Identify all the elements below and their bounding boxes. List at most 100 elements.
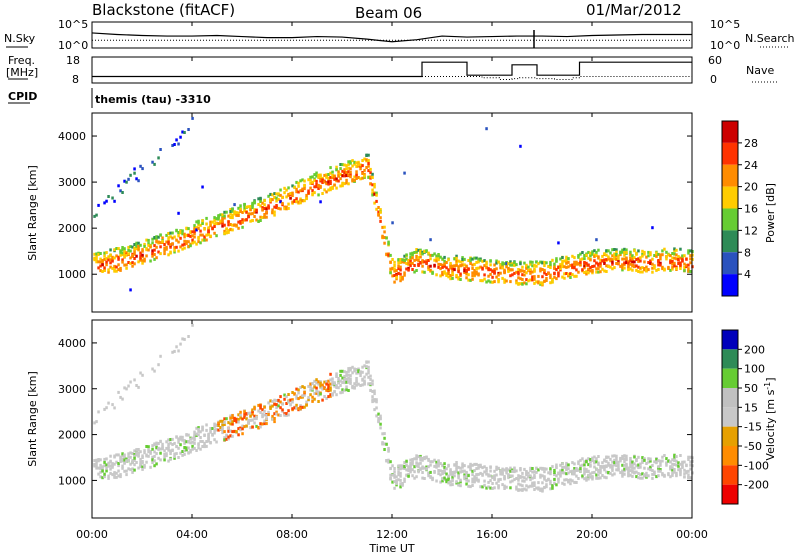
scatter-cell (185, 242, 188, 245)
scatter-cell (203, 441, 206, 445)
colorbar-swatch (722, 407, 738, 427)
scatter-cell (619, 459, 622, 463)
scatter-cell (299, 179, 302, 183)
scatter-cell (601, 461, 604, 465)
scatter-cell (129, 288, 132, 292)
scatter-cell (297, 397, 300, 401)
scatter-cell (687, 251, 690, 255)
scatter-cell (159, 458, 162, 462)
scatter-cell (549, 266, 552, 269)
scatter-cell (325, 388, 328, 392)
scatter-cell (103, 257, 106, 261)
scatter-cell (201, 428, 204, 432)
scatter-cell (159, 439, 162, 443)
scatter-cell (261, 208, 264, 212)
scatter-cell (261, 415, 264, 419)
scatter-cell (675, 455, 678, 459)
power-scatter (93, 116, 694, 292)
scatter-cell (493, 486, 496, 490)
scatter-cell (423, 250, 426, 253)
scatter-cell (291, 184, 294, 188)
scatter-cell (399, 464, 402, 468)
scatter-cell (251, 410, 254, 414)
scatter-cell (437, 469, 440, 472)
scatter-cell (657, 469, 660, 473)
scatter-cell (477, 466, 480, 470)
scatter-cell (401, 277, 404, 281)
scatter-cell (519, 262, 522, 266)
scatter-cell (181, 435, 184, 439)
scatter-cell (317, 173, 320, 177)
scatter-cell (251, 212, 254, 216)
scatter-cell (183, 131, 186, 134)
scatter-cell (455, 470, 458, 474)
scatter-cell (631, 463, 634, 467)
scatter-cell (589, 472, 592, 476)
scatter-cell (397, 470, 400, 474)
scatter-cell (375, 400, 378, 404)
scatter-cell (321, 398, 324, 402)
scatter-cell (501, 261, 504, 265)
scatter-cell (307, 189, 310, 193)
scatter-cell (121, 260, 124, 264)
scatter-cell (689, 467, 692, 471)
scatter-cell (671, 458, 674, 462)
scatter-cell (469, 257, 472, 261)
y-tick-label: 4000 (58, 337, 86, 350)
scatter-cell (103, 266, 106, 270)
scatter-cell (321, 179, 324, 183)
scatter-cell (353, 385, 356, 389)
scatter-cell (557, 480, 560, 484)
scatter-cell (369, 167, 372, 171)
scatter-cell (451, 483, 454, 487)
scatter-cell (591, 250, 594, 254)
scatter-cell (119, 249, 122, 253)
scatter-cell (363, 379, 366, 383)
scatter-cell (579, 263, 582, 267)
scatter-cell (515, 469, 518, 473)
scatter-cell (155, 239, 158, 243)
scatter-cell (197, 226, 200, 230)
scatter-cell (683, 262, 686, 266)
scatter-cell (269, 192, 272, 196)
scatter-cell (143, 451, 146, 455)
scatter-cell (649, 457, 652, 461)
scatter-cell (223, 210, 226, 214)
scatter-cell (485, 486, 488, 490)
scatter-cell (497, 260, 500, 264)
scatter-cell (151, 455, 154, 459)
scatter-cell (621, 263, 624, 267)
scatter-cell (149, 465, 152, 469)
scatter-cell (185, 233, 188, 237)
scatter-cell (243, 209, 246, 213)
scatter-cell (619, 264, 622, 268)
scatter-cell (373, 201, 376, 205)
scatter-cell (231, 209, 234, 213)
scatter-cell (145, 248, 148, 252)
scatter-cell (529, 271, 532, 275)
scatter-cell (291, 407, 294, 411)
scatter-cell (323, 387, 326, 390)
scatter-cell (411, 268, 414, 271)
scatter-cell (203, 238, 206, 242)
scatter-cell (181, 232, 184, 236)
scatter-cell (103, 475, 106, 479)
scatter-cell (501, 483, 504, 487)
scatter-cell (275, 192, 278, 196)
scatter-cell (285, 412, 288, 416)
scatter-cell (421, 270, 424, 274)
colorbar-swatch (722, 142, 738, 165)
scatter-cell (617, 463, 620, 467)
scatter-cell (575, 261, 578, 265)
scatter-cell (443, 264, 446, 268)
scatter-cell (349, 366, 352, 370)
scatter-cell (139, 457, 142, 461)
scatter-cell (313, 185, 316, 189)
scatter-cell (441, 273, 444, 277)
scatter-cell (105, 260, 108, 264)
scatter-cell (545, 277, 548, 280)
scatter-cell (567, 260, 570, 264)
scatter-cell (389, 267, 392, 271)
scatter-cell (493, 474, 496, 478)
scatter-cell (231, 207, 234, 211)
